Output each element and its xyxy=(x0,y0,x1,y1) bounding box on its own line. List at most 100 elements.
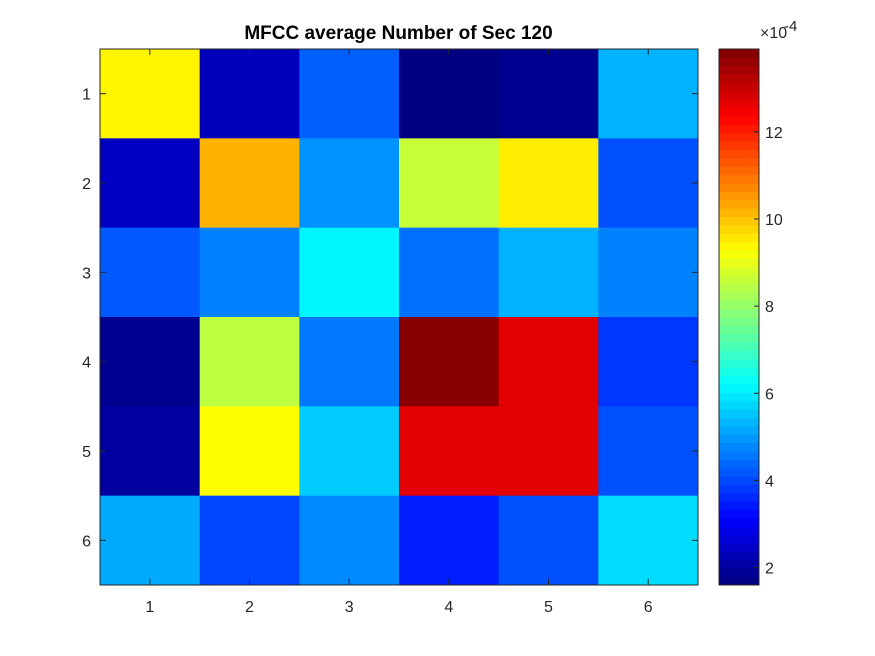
heatmap-cell xyxy=(199,227,300,318)
colorbar-segment xyxy=(719,509,759,519)
colorbar-segment xyxy=(719,451,759,460)
colorbar-segment xyxy=(719,543,759,552)
y-axis: 1 2 3 4 5 6 xyxy=(82,87,698,550)
heatmap-cell xyxy=(199,495,300,586)
colorbar-segment xyxy=(719,199,759,209)
x-tick-label: 5 xyxy=(544,599,553,616)
colorbar-segment xyxy=(719,392,759,402)
colorbar-segment xyxy=(719,559,759,569)
colorbar-segment xyxy=(719,308,759,318)
heatmap-cell xyxy=(100,138,201,229)
colorbar-segment xyxy=(719,224,759,234)
colorbar-segment xyxy=(719,501,759,511)
colorbar-segment xyxy=(719,291,759,301)
colorbar-multiplier-exponent: -4 xyxy=(784,18,797,35)
heatmap-cell xyxy=(498,49,599,139)
colorbar-segment xyxy=(719,425,759,435)
colorbar-segment xyxy=(719,467,759,477)
y-tick-label: 1 xyxy=(82,87,91,104)
colorbar-segment xyxy=(719,484,759,494)
heatmap-cell xyxy=(498,138,599,229)
colorbar-frame xyxy=(718,48,760,586)
y-tick-label: 5 xyxy=(82,444,91,461)
heatmap-cell xyxy=(598,138,699,229)
y-tick-label: 4 xyxy=(82,355,91,372)
plot-frame xyxy=(99,48,699,586)
colorbar-segment xyxy=(719,358,759,368)
colorbar-segment xyxy=(719,534,759,544)
x-tick-label: 2 xyxy=(245,599,254,616)
heatmap-cell xyxy=(498,317,599,407)
colorbar-tick-label: 12 xyxy=(765,125,783,142)
colorbar-segment xyxy=(719,518,759,527)
heatmap-cells xyxy=(100,49,699,586)
colorbar-segment xyxy=(719,417,759,427)
heatmap-cell xyxy=(498,227,599,318)
colorbar-segment xyxy=(719,107,759,117)
colorbar-segment xyxy=(719,526,759,536)
colorbar-segment xyxy=(719,317,759,326)
heatmap-cell xyxy=(399,406,500,497)
colorbar-segment xyxy=(719,409,759,418)
colorbar-segment xyxy=(719,350,759,360)
colorbar-segment xyxy=(719,99,759,109)
colorbar-segment xyxy=(719,191,759,201)
x-axis: 1 2 3 4 5 6 xyxy=(145,49,653,616)
heatmap-cell xyxy=(399,317,500,407)
colorbar-tick-label: 8 xyxy=(765,299,774,316)
colorbar-segment xyxy=(719,258,759,268)
colorbar-segment xyxy=(719,375,759,385)
heatmap-cell xyxy=(199,138,300,229)
heatmap-cell xyxy=(399,49,500,139)
x-tick-label: 1 xyxy=(145,599,154,616)
heatmap-cell xyxy=(100,495,201,586)
colorbar-tick-label: 2 xyxy=(765,561,774,578)
heatmap-cell xyxy=(199,317,300,407)
heatmap-cell xyxy=(299,138,400,229)
colorbar-segment xyxy=(719,434,759,444)
colorbar-segment xyxy=(719,300,759,310)
x-tick-label: 3 xyxy=(345,599,354,616)
colorbar-segment xyxy=(719,157,759,167)
colorbar-segment xyxy=(719,275,759,284)
colorbar-segment xyxy=(719,241,759,251)
heatmap-cell xyxy=(598,495,699,586)
colorbar-segment xyxy=(719,325,759,335)
heatmap-cell xyxy=(299,495,400,586)
colorbar-segment xyxy=(719,250,759,259)
colorbar-segment xyxy=(719,551,759,561)
colorbar-segment xyxy=(719,442,759,452)
heatmap-cell xyxy=(399,495,500,586)
colorbar-segment xyxy=(719,49,759,58)
colorbar-segment xyxy=(719,74,759,83)
heatmap-cell xyxy=(299,227,400,318)
heatmap-cell xyxy=(100,49,201,139)
y-tick-label: 2 xyxy=(82,176,91,193)
colorbar-segment xyxy=(719,132,759,142)
colorbar-segment xyxy=(719,116,759,125)
y-tick-label: 6 xyxy=(82,533,91,550)
y-tick-label: 3 xyxy=(82,265,91,282)
colorbar-segment xyxy=(719,459,759,469)
colorbar-tick-label: 6 xyxy=(765,386,774,403)
colorbar-segment xyxy=(719,166,759,176)
colorbar-segment xyxy=(719,149,759,159)
heatmap-cell xyxy=(598,227,699,318)
colorbar-segment xyxy=(719,208,759,217)
colorbar-segment xyxy=(719,141,759,150)
heatmap-cell xyxy=(299,317,400,407)
x-tick-label: 4 xyxy=(444,599,453,616)
colorbar-segment xyxy=(719,342,759,351)
colorbar-segment xyxy=(719,124,759,134)
colorbar-segment xyxy=(719,576,759,586)
heatmap-cell xyxy=(199,406,300,497)
heatmap-cell xyxy=(199,49,300,139)
heatmap-cell xyxy=(498,495,599,586)
colorbar-segment xyxy=(719,82,759,92)
colorbar-segment xyxy=(719,384,759,393)
heatmap-cell xyxy=(399,227,500,318)
colorbar-tick-label: 10 xyxy=(765,212,783,229)
heatmap-cell xyxy=(100,227,201,318)
colorbar-multiplier-base: ×10 xyxy=(760,25,787,42)
colorbar-segment xyxy=(719,283,759,293)
